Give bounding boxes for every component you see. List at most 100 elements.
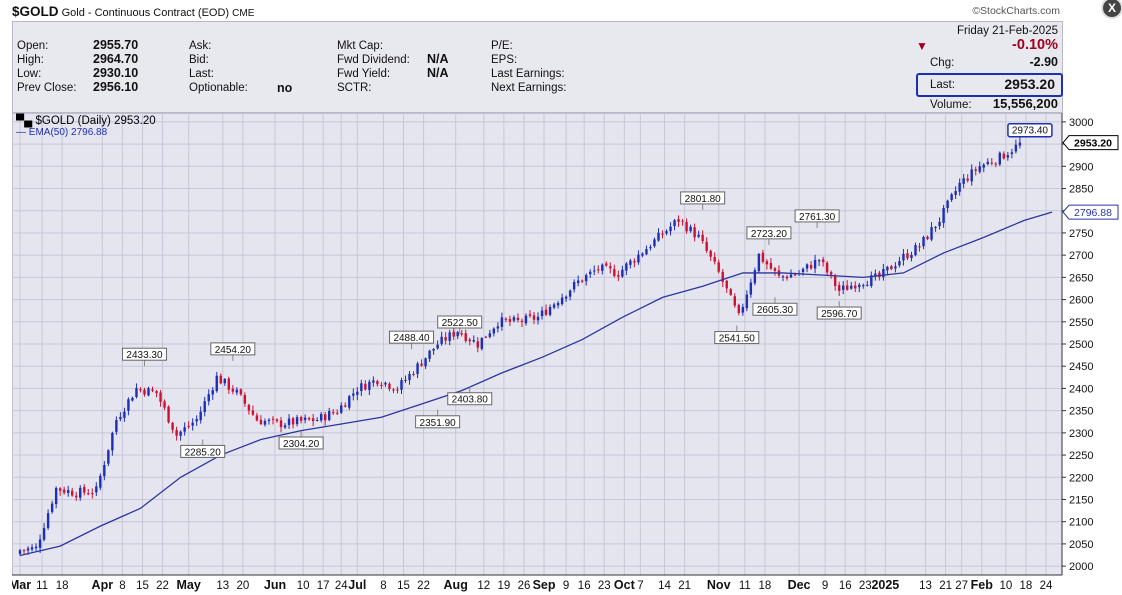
annotation-box	[794, 209, 840, 223]
quote-info-panel: Open: 2955.70 High: 2964.70 Low: 2930.10…	[12, 21, 1063, 113]
candle-body	[464, 333, 467, 341]
candle-body	[428, 350, 431, 359]
candle-body	[219, 375, 222, 384]
candle-body	[930, 227, 933, 240]
x-tick-label: Feb	[971, 578, 994, 592]
candle-body	[585, 275, 588, 282]
candle-body	[966, 178, 969, 181]
close-icon[interactable]: X	[1101, 0, 1122, 19]
candle-body	[408, 373, 411, 381]
y-tick-label: 2200	[1069, 472, 1093, 484]
candle-body	[376, 381, 379, 385]
candle-body	[167, 406, 170, 423]
candle-body	[669, 226, 672, 232]
y-tick-label: 2150	[1069, 494, 1093, 506]
candle-body	[135, 388, 138, 397]
volume-value: 15,556,200	[992, 96, 1058, 111]
price-tag-shape	[1062, 204, 1119, 220]
candle-body	[813, 259, 817, 269]
candle-body	[18, 550, 22, 554]
legend-entry: ▀▄ $GOLD (Daily) 2953.20	[16, 113, 156, 128]
annotation-label: 2596.70	[821, 309, 858, 320]
candle-body	[673, 220, 676, 227]
candle-body	[87, 493, 90, 495]
candle-body	[801, 268, 805, 272]
candle-body	[155, 390, 158, 394]
candle-body	[452, 331, 455, 337]
candle-body	[360, 383, 363, 392]
annotation-box	[714, 331, 760, 345]
candle-body	[344, 405, 347, 407]
candle-body	[874, 273, 877, 276]
candle-body	[878, 272, 881, 278]
candle-body	[163, 401, 166, 408]
candle-body	[737, 304, 741, 313]
x-tick-label: 16	[578, 580, 591, 592]
candle-body	[564, 296, 568, 299]
x-tick-label: 13	[216, 580, 229, 592]
candle-body	[789, 274, 793, 278]
x-tick-label: 16	[839, 580, 852, 592]
candle-body	[311, 418, 315, 422]
x-tick-label: 27	[955, 580, 968, 592]
candle-body	[380, 384, 383, 386]
candle-body	[79, 487, 82, 498]
candle-body	[625, 263, 628, 271]
annotation-label: 2605.30	[757, 305, 794, 316]
annotation-box	[389, 330, 435, 344]
candle-body	[328, 411, 331, 421]
price-chart[interactable]: 2000 2050 2100 2150 2200 2250 2300 2350 2400 2450…	[12, 113, 1122, 595]
y-tick-label: 2400	[1069, 383, 1093, 395]
candle-body	[91, 493, 94, 495]
candle-body	[307, 417, 311, 420]
candle-body	[701, 234, 704, 242]
close-price-tag: 2953.20	[1062, 135, 1119, 151]
candle-body	[520, 320, 524, 322]
volume-label: Volume:	[930, 99, 972, 111]
candle-body	[227, 378, 231, 390]
candle-body	[348, 396, 351, 408]
candle-body	[749, 282, 753, 295]
candle-body	[817, 260, 821, 262]
candle-body	[773, 268, 777, 271]
candle-body	[926, 236, 929, 239]
candle-body	[283, 425, 287, 428]
candle-body	[323, 414, 327, 421]
candle-body	[532, 315, 536, 320]
candle-body	[356, 391, 359, 395]
candle-body	[392, 389, 395, 391]
candle-body	[568, 290, 572, 297]
x-tick-label: 11	[36, 580, 48, 592]
candle-body	[745, 294, 749, 309]
y-tick-label: 2250	[1069, 450, 1093, 462]
optionable-value: no	[277, 81, 293, 95]
price-tag-label: 2953.20	[1074, 138, 1112, 150]
candle-body	[665, 230, 668, 234]
candle-body	[605, 263, 608, 266]
candle-body	[938, 221, 941, 227]
x-tick-label: 8	[380, 580, 386, 592]
annotation-box	[752, 302, 798, 316]
candle-body	[295, 417, 299, 425]
x-tick-label: 15	[397, 580, 410, 592]
candle-body	[633, 261, 636, 263]
candle-body	[536, 316, 540, 321]
annotation-label: 2351.90	[420, 418, 457, 429]
x-tick-label: 19	[497, 580, 510, 592]
y-tick-label: 2350	[1069, 406, 1093, 418]
annotation-label: 2403.80	[452, 395, 489, 406]
candle-body	[902, 253, 905, 261]
candle-body	[994, 163, 998, 165]
candle-body	[319, 413, 323, 421]
candle-body	[1006, 155, 1010, 158]
candle-body	[223, 379, 226, 384]
candle-body	[882, 269, 885, 278]
open-label: Open:	[17, 40, 49, 52]
annotation-label: 2433.30	[126, 350, 163, 361]
candle-body	[34, 546, 38, 549]
fwd-dividend-value: N/A	[427, 52, 449, 66]
candle-body	[850, 285, 853, 289]
candle-body	[26, 548, 30, 551]
prev-close-label: Prev Close:	[17, 82, 77, 94]
candle-body	[235, 389, 239, 393]
